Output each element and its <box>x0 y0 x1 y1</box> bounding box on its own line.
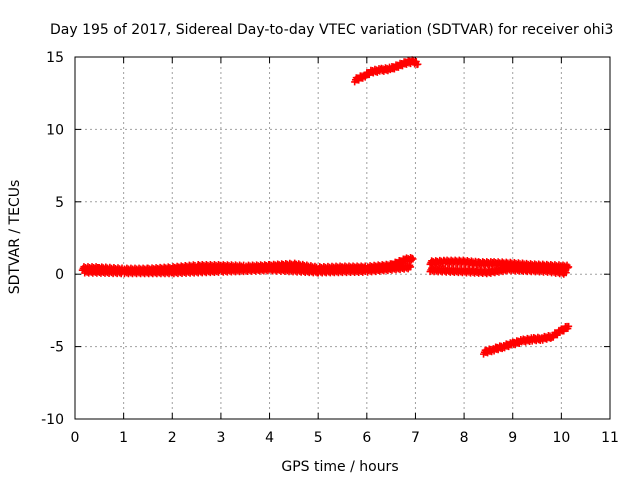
series-1 <box>81 261 415 278</box>
y-tick-label: -10 <box>41 412 64 428</box>
x-tick-label: 10 <box>552 430 570 446</box>
series-5 <box>480 322 573 358</box>
x-tick-labels: 0 1 2 3 4 5 6 7 8 9 10 11 <box>71 430 619 446</box>
x-tick-label: 5 <box>314 430 323 446</box>
series-4 <box>351 56 422 86</box>
x-tick-label: 7 <box>411 430 420 446</box>
x-tick-label: 4 <box>265 430 274 446</box>
x-tick-label: 8 <box>460 430 469 446</box>
y-tick-label: 0 <box>55 267 64 283</box>
data-point <box>562 269 570 277</box>
x-tick-label: 1 <box>119 430 128 446</box>
data-point <box>565 322 573 330</box>
x-axis-label: GPS time / hours <box>281 459 398 475</box>
y-tick-label: 10 <box>46 122 64 138</box>
data-point <box>407 263 415 271</box>
data-point <box>565 263 573 271</box>
x-tick-label: 0 <box>71 430 80 446</box>
y-tick-label: -5 <box>50 340 64 356</box>
x-tick-label: 9 <box>508 430 517 446</box>
y-axis-label: SDTVAR / TECUs <box>7 180 23 295</box>
data-point <box>414 60 422 68</box>
y-tick-labels: -10 -5 0 5 10 15 <box>41 50 64 428</box>
x-tick-label: 3 <box>216 430 225 446</box>
series-3 <box>426 263 570 278</box>
data-point <box>409 255 417 263</box>
grid <box>75 57 610 419</box>
plot-frame <box>74 56 611 420</box>
x-tick-label: 6 <box>362 430 371 446</box>
y-tick-label: 5 <box>55 195 64 211</box>
axis-ticks <box>74 56 611 420</box>
chart-title: Day 195 of 2017, Sidereal Day-to-day VTE… <box>50 22 613 38</box>
x-tick-label: 2 <box>168 430 177 446</box>
y-tick-label: 15 <box>46 50 64 66</box>
data-points <box>78 56 573 358</box>
x-tick-label: 11 <box>601 430 619 446</box>
